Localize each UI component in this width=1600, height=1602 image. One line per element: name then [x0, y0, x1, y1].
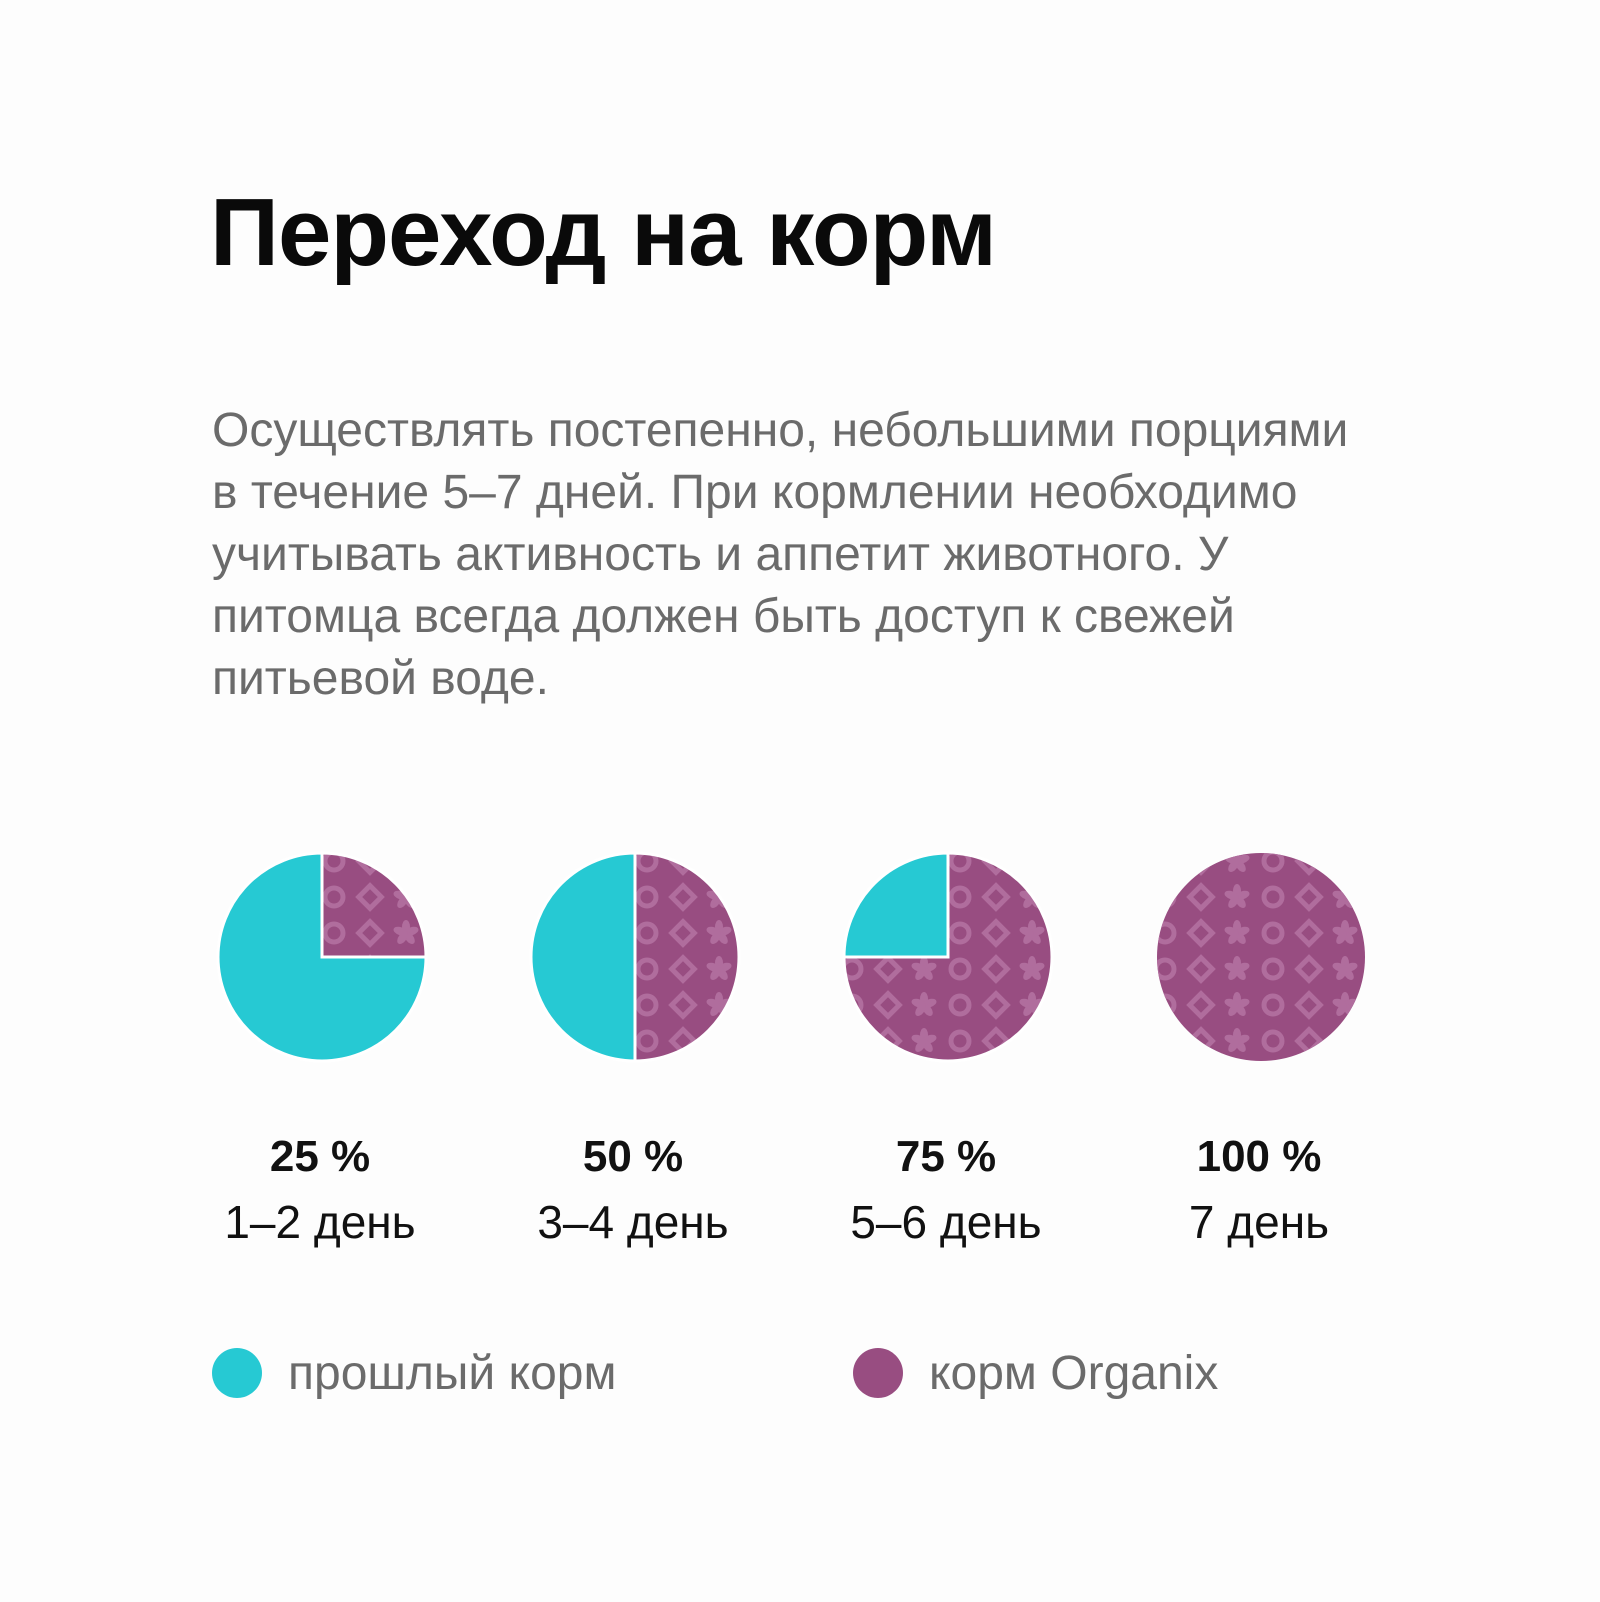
pie-chart-2	[529, 851, 741, 1063]
pie-chart-1	[216, 851, 428, 1063]
pie-4-slice-new-food	[1157, 853, 1365, 1061]
legend-label-new-food: корм Organix	[929, 1346, 1219, 1400]
pie-charts: 25 % 1–2 день 50 % 3–4 день 75 % 5–6 ден…	[0, 850, 1600, 1270]
pie-2-days-label: 3–4 день	[537, 1196, 729, 1248]
pie-block-1: 25 % 1–2 день	[200, 850, 440, 1270]
pie-4-days-label: 7 день	[1188, 1196, 1330, 1248]
legend-item-old-food: прошлый корм	[212, 1338, 616, 1408]
pie-chart-3	[842, 851, 1054, 1063]
pie-2-slice-new-food	[633, 851, 741, 1063]
pie-1-days-label: 1–2 день	[224, 1196, 416, 1248]
pie-4-percent-label: 100 %	[1196, 1132, 1322, 1181]
legend-dot-old-food	[212, 1348, 262, 1398]
legend-label-old-food: прошлый корм	[288, 1346, 617, 1400]
pie-block-2: 50 % 3–4 день	[513, 850, 753, 1270]
pie-2-slice-old-food	[529, 851, 637, 1063]
legend-item-new-food: корм Organix	[853, 1338, 1218, 1408]
pie-1-slice-old-food	[216, 851, 428, 1063]
pie-3-days-label: 5–6 день	[850, 1196, 1042, 1248]
pie-block-3: 75 % 5–6 день	[826, 850, 1066, 1270]
pie-1-percent-label: 25 %	[269, 1132, 371, 1181]
pie-2-percent-label: 50 %	[582, 1132, 684, 1181]
pie-chart-4	[1157, 853, 1365, 1061]
pie-block-4: 100 % 7 день	[1139, 850, 1379, 1270]
page-title: Переход на корм	[210, 179, 997, 286]
legend-dot-new-food	[853, 1348, 903, 1398]
pie-3-percent-label: 75 %	[895, 1132, 997, 1181]
description-text: Осуществлять постепенно, небольшими порц…	[212, 404, 1349, 705]
legend: прошлый корм корм Organix	[0, 1338, 1600, 1408]
pie-3-slice-old-food	[842, 851, 950, 959]
